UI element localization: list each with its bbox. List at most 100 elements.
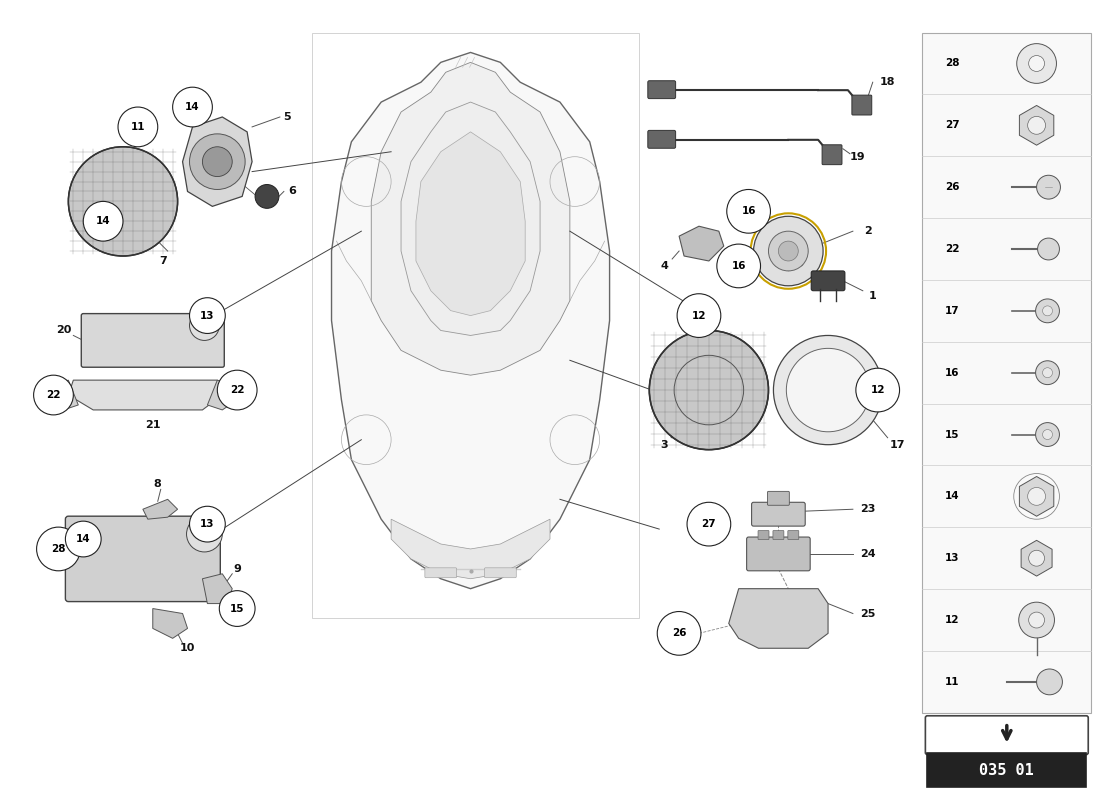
Circle shape <box>219 590 255 626</box>
Text: 27: 27 <box>945 120 959 130</box>
Circle shape <box>1043 306 1053 316</box>
Text: 14: 14 <box>96 216 110 226</box>
Circle shape <box>1027 116 1045 134</box>
Text: 13: 13 <box>945 554 959 563</box>
Text: 27: 27 <box>702 519 716 529</box>
Circle shape <box>68 146 177 256</box>
FancyBboxPatch shape <box>822 145 842 165</box>
Text: 12: 12 <box>870 385 886 395</box>
Text: 22: 22 <box>46 390 60 400</box>
Circle shape <box>202 146 232 177</box>
Text: 10: 10 <box>179 643 195 654</box>
Text: 28: 28 <box>52 544 66 554</box>
Circle shape <box>84 202 123 241</box>
Polygon shape <box>1020 106 1054 145</box>
Text: 13: 13 <box>200 310 214 321</box>
FancyBboxPatch shape <box>925 716 1088 754</box>
Text: 2: 2 <box>864 226 871 236</box>
Circle shape <box>773 335 882 445</box>
FancyBboxPatch shape <box>81 314 224 367</box>
FancyBboxPatch shape <box>65 516 220 602</box>
Text: 17: 17 <box>890 440 905 450</box>
Text: 9: 9 <box>233 564 241 574</box>
Circle shape <box>1036 175 1060 199</box>
Text: 20: 20 <box>56 326 72 335</box>
Circle shape <box>255 185 279 208</box>
Circle shape <box>189 298 226 334</box>
Polygon shape <box>416 132 525 315</box>
Text: 22: 22 <box>230 385 244 395</box>
Text: 22: 22 <box>945 244 959 254</box>
Text: 16: 16 <box>741 206 756 216</box>
Circle shape <box>189 310 219 341</box>
Text: 14: 14 <box>945 491 959 502</box>
Text: 12: 12 <box>945 615 959 625</box>
Text: 15: 15 <box>945 430 959 439</box>
Circle shape <box>1035 299 1059 322</box>
Polygon shape <box>48 380 78 410</box>
Circle shape <box>65 521 101 557</box>
Polygon shape <box>372 62 570 375</box>
FancyBboxPatch shape <box>751 502 805 526</box>
FancyBboxPatch shape <box>648 81 675 98</box>
Text: 7: 7 <box>158 256 166 266</box>
Text: 5: 5 <box>283 112 290 122</box>
Polygon shape <box>68 380 222 410</box>
FancyBboxPatch shape <box>768 491 790 506</box>
Circle shape <box>36 527 80 571</box>
Polygon shape <box>728 589 828 648</box>
Text: 16: 16 <box>945 368 959 378</box>
Text: 1: 1 <box>869 290 877 301</box>
Circle shape <box>189 134 245 190</box>
FancyBboxPatch shape <box>788 530 799 539</box>
Text: 19: 19 <box>850 152 866 162</box>
Text: 12: 12 <box>692 310 706 321</box>
Circle shape <box>786 348 870 432</box>
Text: 25: 25 <box>860 609 876 618</box>
Circle shape <box>717 244 760 288</box>
Circle shape <box>1016 44 1056 83</box>
Circle shape <box>187 516 222 552</box>
Text: 11: 11 <box>131 122 145 132</box>
Text: 035 01: 035 01 <box>979 763 1034 778</box>
Text: 14: 14 <box>76 534 90 544</box>
Polygon shape <box>208 380 238 410</box>
Circle shape <box>856 368 900 412</box>
Text: 14: 14 <box>185 102 200 112</box>
Circle shape <box>1019 602 1055 638</box>
Text: 11: 11 <box>945 677 959 687</box>
Circle shape <box>1028 612 1045 628</box>
Circle shape <box>658 611 701 655</box>
FancyBboxPatch shape <box>851 95 871 115</box>
Text: 6: 6 <box>288 186 296 197</box>
Circle shape <box>1043 430 1053 439</box>
Circle shape <box>1027 487 1045 506</box>
Circle shape <box>218 370 257 410</box>
FancyBboxPatch shape <box>648 130 675 148</box>
Circle shape <box>1036 669 1063 695</box>
FancyBboxPatch shape <box>811 271 845 290</box>
Circle shape <box>649 330 769 450</box>
Text: a passion for
parts since 1985: a passion for parts since 1985 <box>386 426 556 533</box>
Circle shape <box>1028 550 1045 566</box>
FancyBboxPatch shape <box>484 568 516 578</box>
FancyBboxPatch shape <box>758 530 769 539</box>
Text: 21: 21 <box>145 420 161 430</box>
Circle shape <box>1043 368 1053 378</box>
Circle shape <box>34 375 74 415</box>
Polygon shape <box>153 609 187 638</box>
Circle shape <box>779 241 799 261</box>
Polygon shape <box>331 53 609 589</box>
Polygon shape <box>402 102 540 335</box>
Circle shape <box>678 294 721 338</box>
FancyBboxPatch shape <box>425 568 456 578</box>
FancyBboxPatch shape <box>747 537 811 571</box>
Circle shape <box>1035 422 1059 446</box>
Circle shape <box>189 506 226 542</box>
FancyBboxPatch shape <box>923 33 1091 713</box>
Circle shape <box>1028 55 1045 71</box>
Circle shape <box>1037 238 1059 260</box>
Text: 26: 26 <box>672 628 686 638</box>
Polygon shape <box>143 499 177 519</box>
Text: 15: 15 <box>230 603 244 614</box>
